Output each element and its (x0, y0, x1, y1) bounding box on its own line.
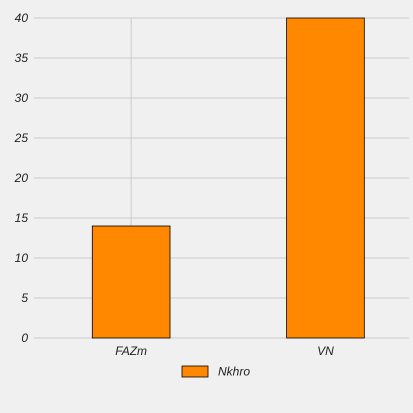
x-tick-label: FAZm (115, 344, 147, 358)
y-tick-label: 15 (15, 211, 29, 225)
bars (91, 17, 365, 339)
x-tick-label: VN (317, 344, 334, 358)
legend-label: Nkhro (218, 365, 250, 379)
y-tick-label: 5 (21, 291, 28, 305)
legend-swatch (181, 365, 209, 378)
bar (91, 225, 171, 339)
y-tick-label: 10 (15, 251, 29, 265)
bar (286, 17, 365, 339)
y-tick-label: 25 (14, 131, 29, 145)
y-axis-ticks: 0 5 10 15 20 25 30 35 40 (14, 11, 29, 345)
y-tick-label: 40 (15, 11, 29, 25)
x-axis-ticks: FAZm VN (115, 344, 334, 358)
y-tick-label: 0 (21, 331, 28, 345)
y-tick-label: 35 (15, 51, 29, 65)
y-tick-label: 30 (15, 91, 29, 105)
y-tick-label: 20 (14, 171, 29, 185)
legend: Nkhro (181, 365, 250, 379)
